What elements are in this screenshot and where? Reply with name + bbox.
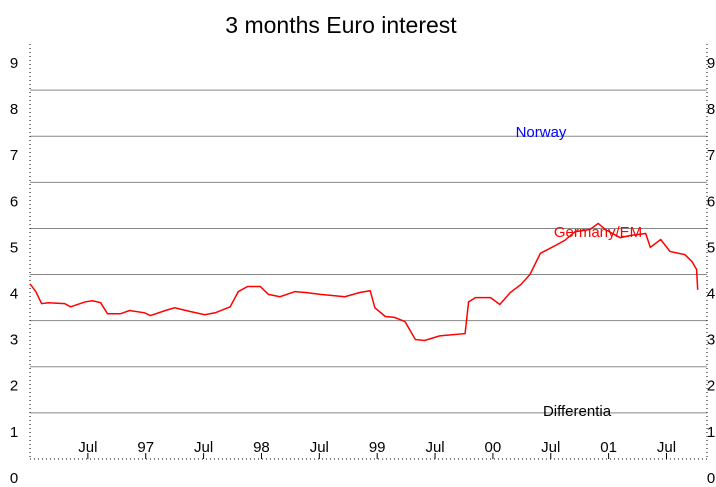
y-tick-label: 3 [10,332,18,349]
annotation: Norway [516,124,567,141]
series-line [29,222,699,342]
annotation: Germany/EM [554,224,642,241]
x-tick-label: Jul [657,439,676,456]
x-tick-label: Jul [425,439,444,456]
x-tick-label: 97 [137,439,154,456]
y-tick-label-right: 5 [707,239,715,256]
annotation: Differentia [543,403,612,420]
y-tick-label: 7 [10,147,18,164]
y-tick-label-right: 6 [707,193,715,210]
y-tick-label-right: 3 [707,332,715,349]
y-tick-label-right: 8 [707,101,715,118]
y-tick-label: 8 [10,101,18,118]
y-tick-label: 4 [10,286,18,303]
x-tick-label: 00 [485,439,502,456]
y-tick-label: 6 [10,193,18,210]
y-tick-label: 2 [10,378,18,395]
x-tick-label: Jul [310,439,329,456]
y-tick-label: 0 [10,470,18,487]
x-tick-label: 01 [600,439,617,456]
x-tick-label: Jul [194,439,213,456]
y-tick-label-right: 9 [707,55,715,72]
x-tick-label: Jul [78,439,97,456]
y-tick-label: 1 [10,424,18,441]
y-tick-label-right: 2 [707,378,715,395]
y-tick-label-right: 0 [707,470,715,487]
y-tick-label: 9 [10,55,18,72]
x-tick-label: 99 [369,439,386,456]
y-tick-label-right: 4 [707,286,715,303]
y-tick-label: 5 [10,239,18,256]
y-tick-label-right: 7 [707,147,715,164]
chart-title: 3 months Euro interest [225,12,457,38]
x-tick-label: 98 [253,439,270,456]
x-tick-label: Jul [541,439,560,456]
y-tick-label-right: 1 [707,424,715,441]
